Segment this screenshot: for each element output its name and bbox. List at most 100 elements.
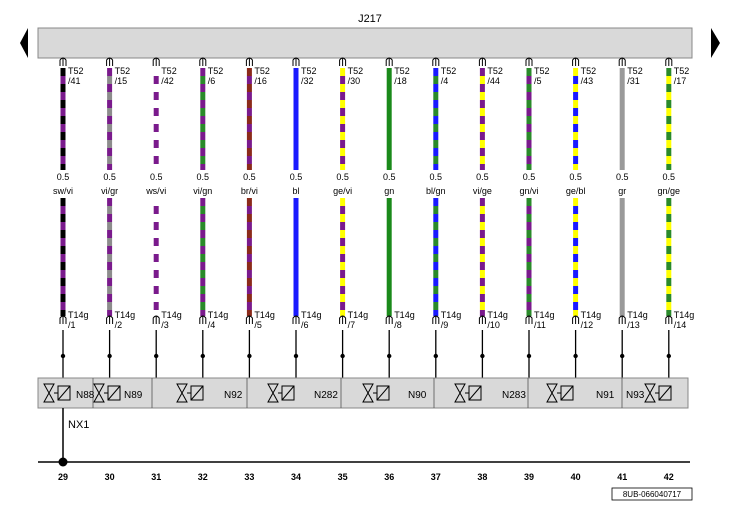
valve-n90: N90 [362,383,427,403]
wire-segment [107,132,113,140]
wire-segment [526,246,532,254]
valve-n88: N88 [43,383,95,403]
wire-segment [107,164,113,170]
wire-segment [433,148,439,156]
wire-segment [433,246,439,254]
wire-segment [107,100,113,108]
bottom-number: 41 [617,472,627,482]
wire-segment [526,254,532,262]
wire-segment [340,206,346,214]
wire-segment [246,294,252,302]
wire-segment [60,132,66,140]
bottom-number: 36 [384,472,394,482]
wire-segment [153,164,159,170]
top-pin-icon [525,57,533,66]
valve-label: N90 [408,390,427,401]
wire-segment [60,116,66,124]
wire-size: 0.5 [476,172,489,182]
wire-segment [340,214,346,222]
wire-segment [246,156,252,164]
wire-segment [107,254,113,262]
wire-segment [526,116,532,124]
top-pin-label: T52/16 [254,66,270,86]
wire-segment [666,156,672,164]
wire-segment [573,124,579,132]
wire-segment [60,286,66,294]
wire-segment [526,262,532,270]
wire-segment [479,156,485,164]
wire-segment [340,140,346,148]
wire-segment [573,294,579,302]
wire-segment [433,132,439,140]
wire-color-code: vi/gn [193,186,212,196]
wire-3: T52/42 0.5 ws/vi T14g/3 [145,57,182,378]
wire-segment [666,206,672,214]
wire-segment [246,206,252,214]
valve-icon [176,383,188,403]
bottom-number: 29 [58,472,68,482]
wire-segment [666,262,672,270]
bottom-pin-label: T14g/8 [394,310,415,330]
wire-size: 0.5 [290,172,303,182]
wire-color-code: bl/gn [426,186,446,196]
wire-segment [153,262,159,270]
wire-color-code: gn/ge [658,186,681,196]
wire-segment [433,108,439,116]
bottom-number: 39 [524,472,534,482]
top-pin-label: T52/18 [394,66,410,86]
wire-segment [153,230,159,238]
wire-segment [153,84,159,92]
wire-segment [433,270,439,278]
wire-segment [60,156,66,164]
wire-segment [666,140,672,148]
wire-segment [153,294,159,302]
valve-block [37,377,689,409]
wire-1: T52/41 0.5 sw/vi T14g/1 [53,57,89,378]
wire-color-code: gr [618,186,626,196]
wire-segment [107,206,113,214]
wire-junction [387,353,392,359]
wire-segment [60,76,66,84]
numbers-layer: 29 30 31 32 33 34 35 36 37 38 39 40 41 42 [58,472,674,482]
wire-junction [60,353,66,359]
wire-segment [340,278,346,286]
wire-segment [200,278,206,286]
wire-segment [526,84,532,92]
wire-segment [246,286,252,294]
wire-segment [200,68,206,76]
valve-icon [362,383,374,403]
wire-segment [340,108,346,116]
bottom-pin-icon [339,315,347,324]
wire-segment [340,222,346,230]
wire-junction [666,353,671,359]
wire-junction [433,353,438,359]
wire-segment [153,132,159,140]
wire-segment [153,116,159,124]
bottom-pin-label: T14g/4 [208,310,229,330]
wire-junction [200,353,205,359]
wire-segment [107,278,113,286]
wire-segment [479,262,485,270]
wire-segment [340,132,346,140]
wire-segment [200,84,206,92]
wire-segment [666,286,672,294]
top-pin-icon [106,57,114,66]
wire-segment [479,286,485,294]
wire-segment [666,254,672,262]
wire-segment [433,254,439,262]
valve-icon [93,383,105,403]
wire-segment [433,294,439,302]
wire-segment [153,108,159,116]
wire-segment [200,108,206,116]
wire-segment [200,164,206,170]
bottom-pin-label: T14g/13 [627,310,648,330]
wire-segment [340,246,346,254]
wire-segment [573,116,579,124]
wire-segment [60,92,66,100]
arrow-left-icon[interactable] [20,28,28,58]
arrow-right-icon[interactable] [711,28,720,58]
wire-segment [526,294,532,302]
wire-segment [60,164,66,170]
wire-5: T52/16 0.5 br/vi T14g/5 [241,57,275,378]
wire-segment [107,124,113,132]
